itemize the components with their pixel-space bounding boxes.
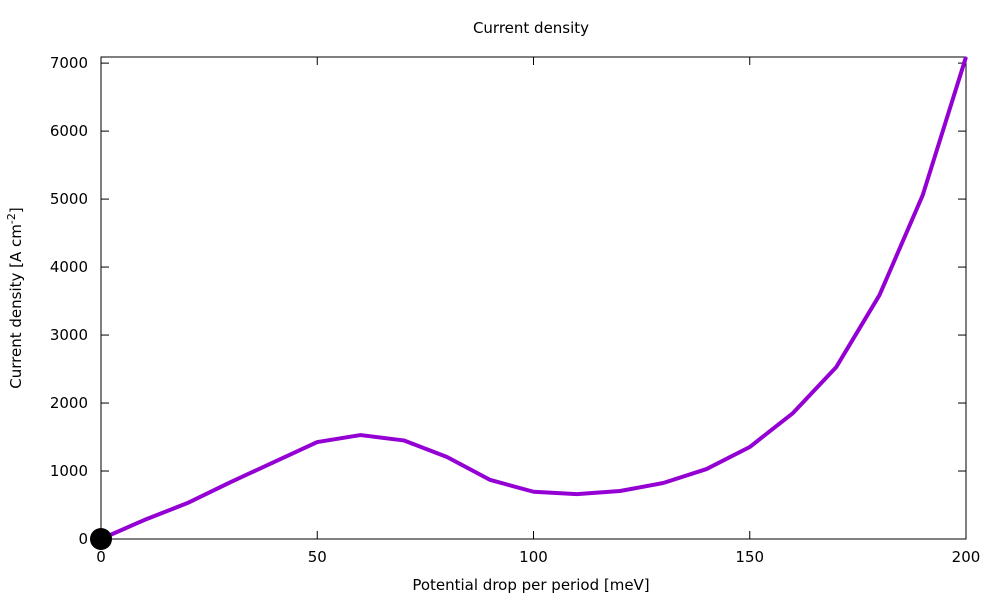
x-tick-label: 50 <box>308 548 327 566</box>
y-tick-label: 5000 <box>50 190 88 208</box>
y-tick-label: 0 <box>78 530 88 548</box>
y-tick-label: 2000 <box>50 394 88 412</box>
y-tick-label: 6000 <box>50 122 88 140</box>
chart-title: Current density <box>473 19 589 37</box>
x-tick-label: 200 <box>952 548 981 566</box>
x-tick-label: 0 <box>96 548 106 566</box>
series-line <box>100 56 968 541</box>
x-tick-label: 100 <box>519 548 548 566</box>
x-tick-label: 150 <box>735 548 764 566</box>
data-point-marker <box>90 528 112 550</box>
y-axis-label-sup: -2 <box>5 213 18 224</box>
plot-frame <box>100 56 967 540</box>
y-tick-label: 3000 <box>50 326 88 344</box>
y-tick-label: 1000 <box>50 462 88 480</box>
x-axis-label: Potential drop per period [meV] <box>412 576 649 594</box>
y-axis-label: Current density [A cm-2] <box>5 207 25 388</box>
y-axis-label-main: Current density [A cm <box>7 224 25 389</box>
y-tick-label: 7000 <box>50 54 88 72</box>
y-axis-label-end: ] <box>7 207 25 213</box>
y-tick-label: 4000 <box>50 258 88 276</box>
